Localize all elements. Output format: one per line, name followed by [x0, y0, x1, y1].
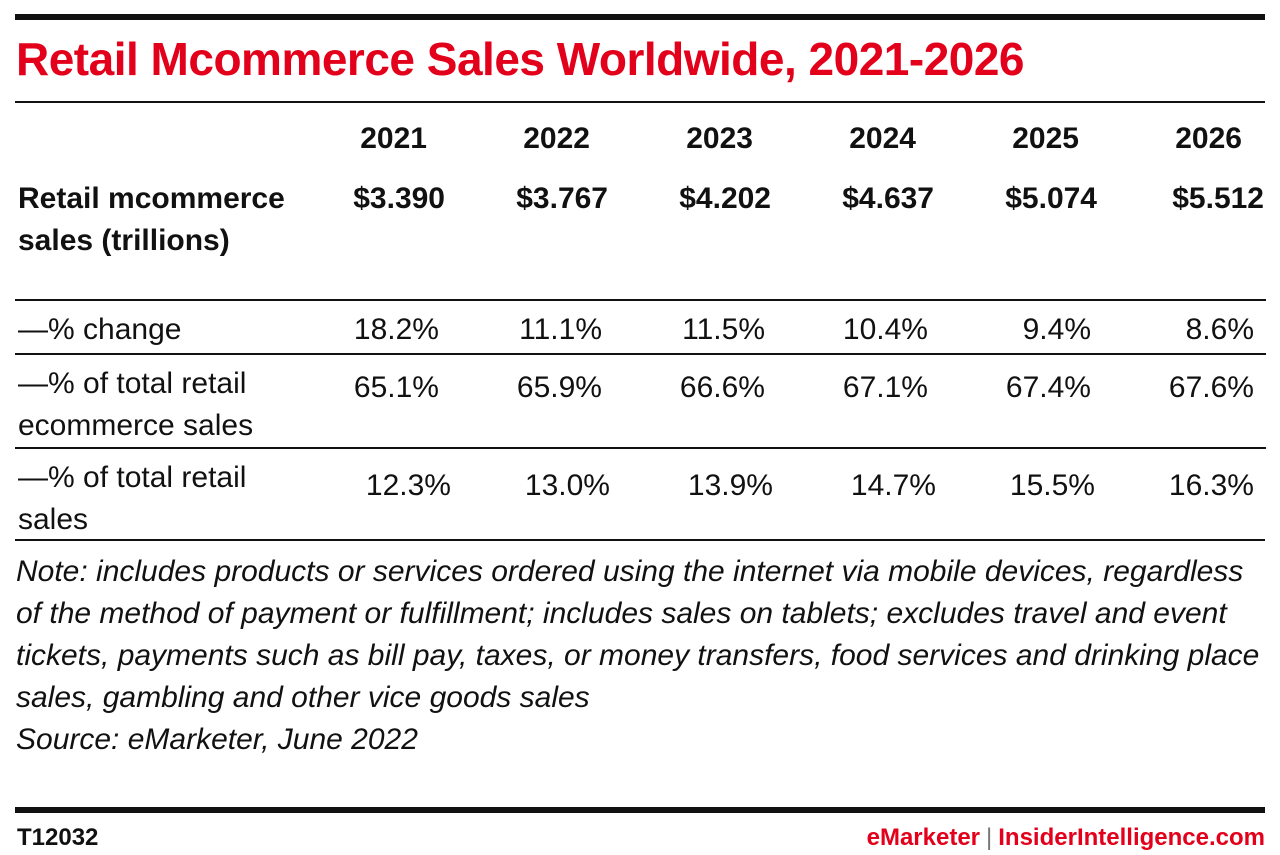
table-cell: 13.9% — [687, 469, 773, 502]
column-header: 2023 — [686, 122, 753, 155]
brand-emarketer: eMarketer — [866, 824, 981, 851]
brand-insider-intelligence: InsiderIntelligence.com — [998, 824, 1265, 851]
row-label: Retail mcommerce sales (trillions) — [18, 182, 285, 257]
table-cell: $5.074 — [1005, 182, 1097, 215]
column-header: 2026 — [1175, 122, 1242, 155]
table-cell: 18.2% — [353, 313, 439, 346]
table-cell: 65.1% — [353, 371, 439, 404]
table-bottom-rule — [15, 539, 1265, 541]
table-cell: 11.1% — [519, 313, 602, 346]
table-cell: 12.3% — [365, 469, 451, 502]
table-cell: 13.0% — [524, 469, 610, 502]
table-cell: 67.6% — [1168, 371, 1254, 404]
table-cell: 16.3% — [1168, 469, 1254, 502]
header-corner — [15, 108, 303, 170]
table-cell: 67.4% — [1005, 371, 1091, 404]
table-cell: 66.6% — [679, 371, 765, 404]
table-row: —% of total retail ecommerce sales 65.1%… — [15, 354, 1266, 448]
table-cell: 14.7% — [850, 469, 936, 502]
table-row: —% of total retail sales 12.3% 13.0% 13.… — [15, 448, 1266, 541]
table-row: —% change 18.2% 11.1% 11.5% 10.4% 9.4% 8… — [15, 300, 1266, 354]
table-cell: $3.767 — [516, 182, 608, 215]
row-label: —% of total retail sales — [18, 461, 247, 536]
source-text: Source: eMarketer, June 2022 — [16, 723, 418, 756]
note-text: Note: includes products or services orde… — [16, 555, 1260, 714]
table-cell: 65.9% — [516, 371, 602, 404]
column-header: 2021 — [360, 122, 427, 155]
table-row: Retail mcommerce sales (trillions) $3.39… — [15, 170, 1266, 300]
footer-rule — [15, 807, 1265, 813]
footer: T12032 eMarketer | InsiderIntelligence.com — [15, 818, 1265, 852]
row-label: —% of total retail ecommerce sales — [18, 367, 254, 442]
notes-block: Note: includes products or services orde… — [16, 551, 1266, 761]
table-id: T12032 — [17, 824, 99, 851]
table-cell: $5.512 — [1172, 182, 1264, 215]
data-table: 2021 2022 2023 2024 2025 2026 Retail mco… — [15, 108, 1266, 541]
table-cell: 11.5% — [682, 313, 765, 346]
brand-separator: | — [986, 824, 993, 851]
table-cell: 10.4% — [842, 313, 928, 346]
table-cell: $3.390 — [353, 182, 445, 215]
title-rule — [15, 101, 1265, 103]
table-cell: 8.6% — [1185, 313, 1254, 346]
table-cell: $4.202 — [679, 182, 771, 215]
column-header: 2025 — [1012, 122, 1079, 155]
table-cell: 67.1% — [842, 371, 928, 404]
brand-credit: eMarketer | InsiderIntelligence.com — [867, 824, 1265, 852]
top-rule — [15, 14, 1265, 20]
table-cell: 15.5% — [1009, 469, 1095, 502]
chart-title: Retail Mcommerce Sales Worldwide, 2021-2… — [16, 33, 1025, 85]
column-header: 2022 — [523, 122, 590, 155]
header-row: 2021 2022 2023 2024 2025 2026 — [15, 108, 1266, 170]
table-cell: 9.4% — [1022, 313, 1091, 346]
column-header: 2024 — [849, 122, 916, 155]
row-label: —% change — [18, 313, 182, 346]
table-cell: $4.637 — [842, 182, 934, 215]
